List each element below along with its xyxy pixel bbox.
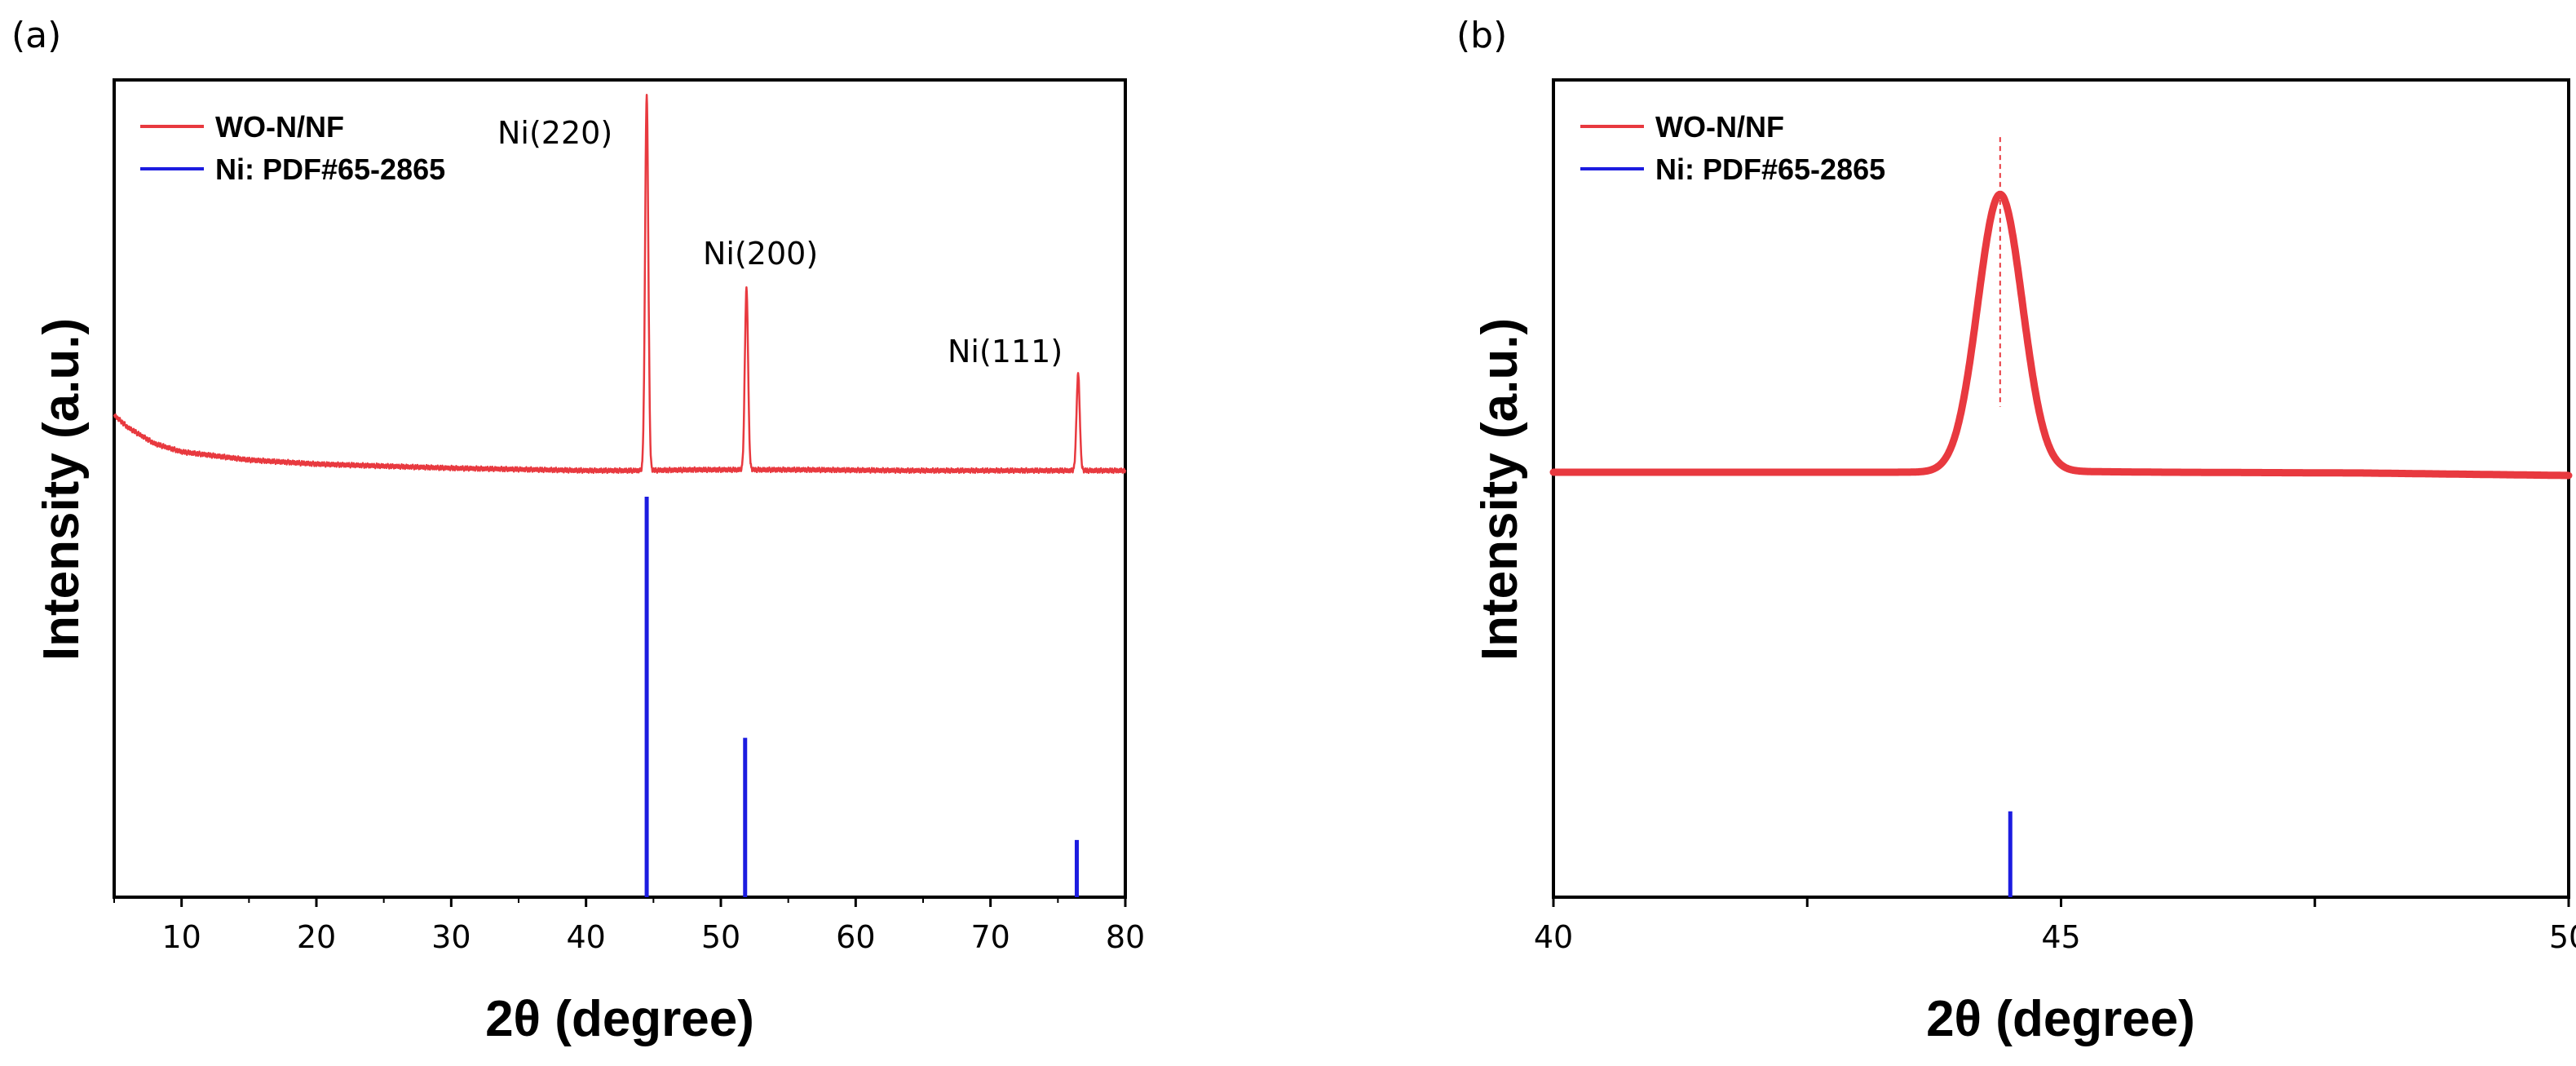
panel-a-x-tick-label: 10 [161,919,201,955]
panel-b-legend: WO-N/NF Ni: PDF#65-2865 [1580,110,1885,186]
annotation-ni-111: Ni(111) [948,334,1063,369]
panel-a-x-tick-label: 60 [836,919,875,955]
panel-b-x-tick-label: 40 [1534,919,1573,955]
panel-a-x-tick-labels: 10 20 30 40 50 60 70 80 [161,919,1145,955]
panel-a: (a) 10 20 30 40 50 60 70 80 Ni(220) Ni(2… [11,15,1145,1047]
annotation-ni-220: Ni(220) [497,115,612,151]
legend-label-ni-pdf: Ni: PDF#65-2865 [215,153,445,186]
panel-b: (b) 40 45 50 WO-N/NF Ni: PDF#65-2865 2θ … [1456,15,2576,1047]
panel-a-legend: WO-N/NF Ni: PDF#65-2865 [140,110,445,186]
panel-b-x-tick-label: 50 [2549,919,2576,955]
annotation-ni-200: Ni(200) [703,236,818,272]
panel-b-wo-n-nf-curve [1549,190,2573,480]
panel-a-plot-frame [113,78,1127,899]
panel-b-x-ticks [1552,897,2570,907]
legend-label-wo-n-nf: WO-N/NF [1655,110,1784,144]
panel-a-x-tick-label: 40 [566,919,605,955]
panel-a-x-axis-title: 2θ (degree) [485,991,754,1047]
legend-label-ni-pdf: Ni: PDF#65-2865 [1655,153,1885,186]
panel-a-peak-annotations: Ni(220) Ni(200) Ni(111) [497,115,1063,369]
panel-a-x-tick-label: 80 [1106,919,1145,955]
panel-a-reference-sticks [644,497,1079,897]
panel-a-x-tick-label: 70 [970,919,1010,955]
panel-a-x-tick-label: 20 [297,919,336,955]
panel-b-label: (b) [1456,15,1507,56]
panel-b-x-tick-labels: 40 45 50 [1534,919,2576,955]
panel-a-wo-n-nf-curve [113,94,1127,475]
panel-b-y-axis-title: Intensity (a.u.) [1472,318,1528,661]
panel-b-plot-frame [1552,78,2570,899]
panel-b-x-tick-label: 45 [2041,919,2080,955]
panel-b-x-axis-title: 2θ (degree) [1926,991,2195,1047]
legend-label-wo-n-nf: WO-N/NF [215,110,344,144]
panel-a-x-tick-label: 50 [701,919,740,955]
panel-a-y-axis-title: Intensity (a.u.) [33,318,90,661]
panel-a-label: (a) [11,15,61,56]
panel-a-x-tick-label: 30 [431,919,471,955]
panel-a-x-ticks [113,897,1127,907]
